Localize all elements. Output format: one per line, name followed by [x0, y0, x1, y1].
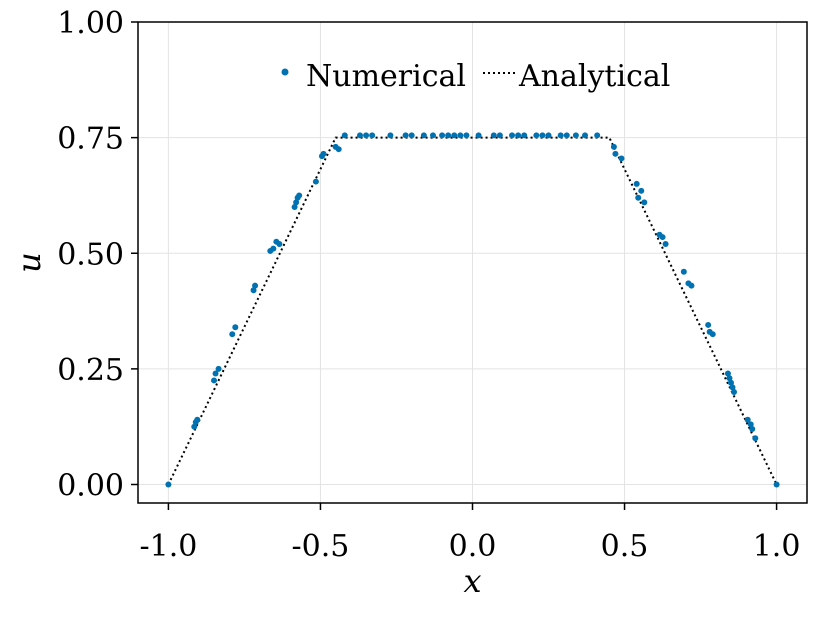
numerical-point: [320, 150, 327, 157]
legend: Numerical Analytical: [281, 59, 670, 94]
numerical-point: [232, 324, 239, 331]
numerical-point: [463, 132, 470, 139]
x-tick-label: 0.5: [601, 529, 649, 564]
numerical-point: [612, 150, 619, 157]
numerical-point: [752, 435, 759, 442]
numerical-point: [341, 132, 348, 139]
numerical-point: [545, 132, 552, 139]
numerical-point: [749, 426, 756, 432]
x-axis: -1.0 -0.5 0.0 0.5 1.0: [139, 503, 800, 564]
numerical-point: [659, 234, 666, 241]
numerical-point: [215, 365, 222, 372]
x-tick-label: 0.0: [449, 529, 497, 564]
x-tick-label: 1.0: [753, 529, 801, 564]
numerical-point: [420, 132, 427, 139]
numerical-point: [291, 204, 298, 210]
numerical-point: [212, 370, 219, 377]
numerical-point: [726, 375, 733, 382]
numerical-point: [688, 282, 695, 289]
y-axis-label: u: [10, 252, 48, 273]
numerical-point: [509, 132, 516, 139]
numerical-point: [724, 370, 731, 377]
numerical-point: [521, 132, 528, 139]
numerical-point: [747, 421, 754, 428]
numerical-point: [539, 132, 546, 139]
numerical-point: [276, 241, 283, 247]
numerical-point: [439, 132, 446, 139]
analytical-line: [167, 136, 778, 485]
numerical-point: [429, 132, 436, 139]
numerical-point: [270, 245, 277, 252]
numerical-point: [293, 199, 300, 206]
numerical-point: [729, 384, 736, 391]
numerical-point: [335, 146, 342, 153]
numerical-point: [563, 132, 570, 139]
legend-label-analytical: Analytical: [518, 59, 670, 94]
numerical-point: [211, 377, 218, 384]
y-tick-label: 0.25: [57, 353, 124, 388]
numerical-point: [731, 389, 738, 395]
numerical-point: [363, 132, 370, 139]
numerical-point: [457, 132, 464, 139]
numerical-point: [582, 132, 589, 139]
numerical-point: [296, 192, 303, 199]
numerical-point: [191, 423, 198, 430]
numerical-point: [250, 287, 257, 294]
numerical-point: [641, 199, 648, 206]
y-tick-label: 0.00: [57, 469, 124, 504]
numerical-point: [369, 132, 376, 139]
numerical-point: [618, 155, 625, 162]
numerical-point: [727, 379, 734, 386]
numerical-point: [680, 268, 687, 275]
y-tick-label: 0.75: [57, 122, 124, 157]
numerical-point: [773, 481, 780, 488]
numerical-point: [475, 132, 482, 139]
numerical-point: [252, 282, 259, 289]
numerical-point: [744, 416, 751, 423]
numerical-point: [662, 241, 669, 247]
numerical-point: [402, 132, 409, 139]
numerical-point: [533, 132, 540, 139]
numerical-point: [633, 180, 640, 187]
x-tick-label: -0.5: [292, 529, 350, 564]
numerical-point: [638, 187, 645, 194]
grid: [138, 21, 807, 503]
x-axis-label: x: [463, 562, 481, 600]
numerical-point: [557, 132, 564, 139]
numerical-point: [490, 132, 497, 139]
numerical-point: [387, 132, 394, 139]
y-axis: 0.00 0.25 0.50 0.75 1.00: [57, 6, 138, 504]
legend-label-numerical: Numerical: [306, 59, 466, 94]
y-tick-label: 1.00: [57, 6, 124, 41]
numerical-point: [229, 331, 236, 338]
series: [165, 132, 780, 488]
x-tick-label: -1.0: [139, 529, 197, 564]
numerical-point: [312, 178, 319, 185]
numerical-point: [408, 132, 415, 139]
numerical-point: [594, 132, 601, 139]
numerical-point: [451, 132, 458, 139]
numerical-point: [709, 331, 716, 338]
numerical-point: [610, 143, 617, 150]
numerical-point: [194, 416, 201, 423]
numerical-point: [705, 321, 712, 328]
numerical-point: [572, 132, 579, 139]
numerical-point: [496, 132, 503, 139]
y-tick-label: 0.50: [57, 237, 124, 272]
numerical-point: [635, 194, 642, 201]
legend-marker-numerical: [281, 68, 289, 76]
numerical-point: [515, 132, 522, 139]
numerical-point: [165, 481, 172, 488]
numerical-point: [356, 132, 363, 139]
numerical-point: [445, 132, 452, 139]
